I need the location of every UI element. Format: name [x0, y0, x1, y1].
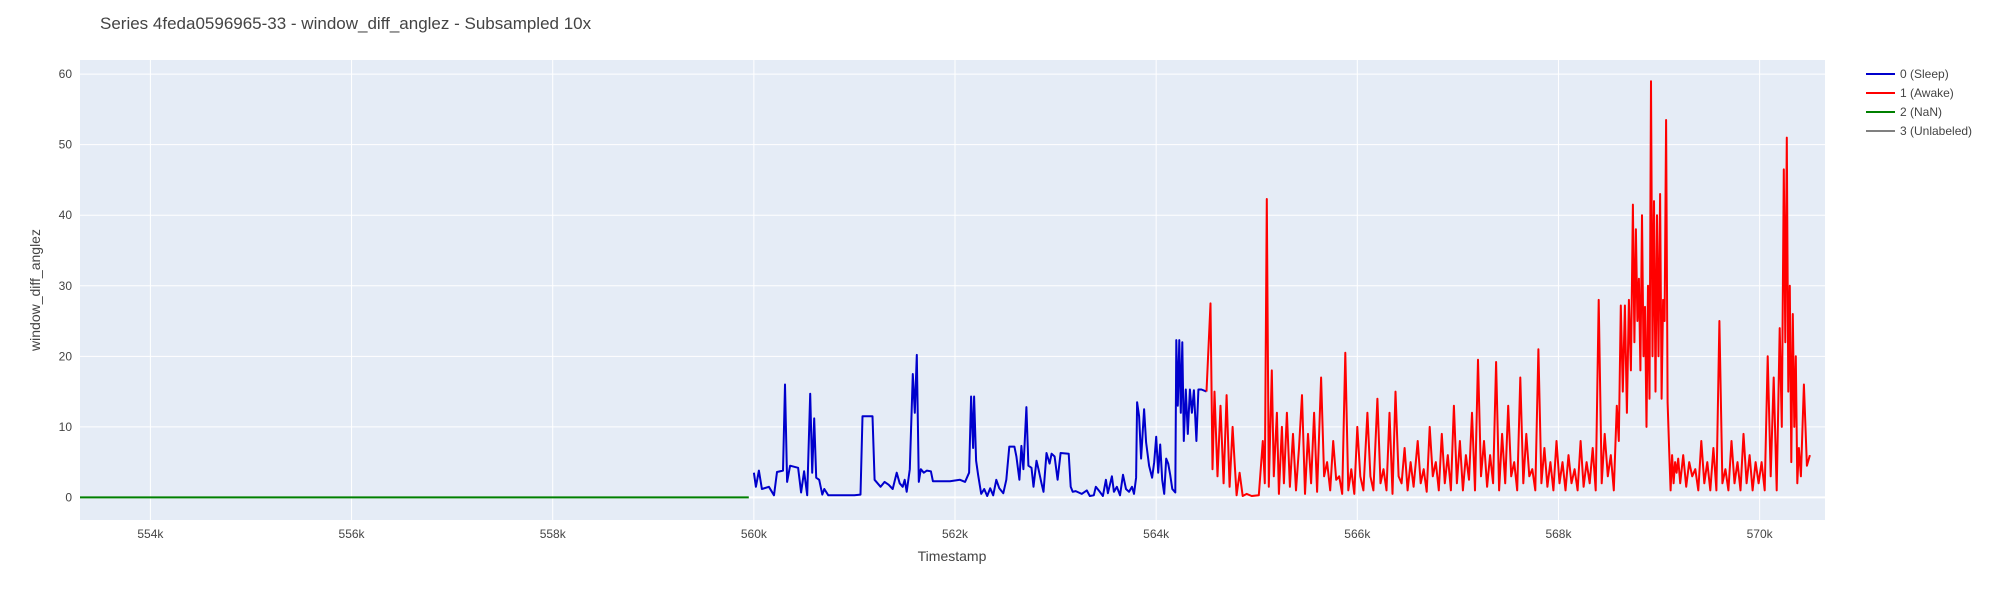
x-tick-label: 556k [339, 527, 366, 541]
series-lines [80, 80, 1811, 499]
legend-label: 3 (Unlabeled) [1900, 124, 1972, 138]
plot-area [80, 60, 1825, 520]
legend-item-0[interactable]: 0 (Sleep) [1866, 67, 1949, 81]
legend-label: 1 (Awake) [1900, 86, 1954, 100]
y-tick-label: 30 [59, 279, 73, 293]
x-axis-title: Timestamp [918, 548, 987, 564]
y-tick-label: 20 [59, 349, 73, 363]
x-tick-label: 562k [942, 527, 969, 541]
x-tick-label: 568k [1545, 527, 1572, 541]
legend-item-3[interactable]: 3 (Unlabeled) [1866, 124, 1972, 138]
x-tick-label: 558k [540, 527, 567, 541]
y-gridlines [80, 73, 1825, 499]
y-axis-title: window_diff_anglez [27, 229, 43, 352]
legend-label: 0 (Sleep) [1900, 67, 1949, 81]
series-line-1 [1205, 80, 1811, 497]
x-tick-label: 566k [1344, 527, 1371, 541]
y-tick-label: 50 [59, 138, 73, 152]
series-line-0 [752, 339, 1207, 497]
x-gridlines [149, 60, 1761, 520]
x-axis-ticks: 554k 556k 558k 560k 562k 564k 566k 568k 570k [137, 527, 1773, 541]
legend-label: 2 (NaN) [1900, 105, 1942, 119]
y-tick-label: 0 [65, 490, 72, 504]
y-tick-label: 40 [59, 208, 73, 222]
legend: 0 (Sleep) 1 (Awake) 2 (NaN) 3 (Unlabeled) [1866, 67, 1972, 138]
y-tick-label: 60 [59, 67, 73, 81]
x-tick-label: 570k [1747, 527, 1774, 541]
y-axis-ticks: 0 10 20 30 40 50 60 [59, 67, 73, 504]
x-tick-label: 564k [1143, 527, 1170, 541]
x-tick-label: 560k [741, 527, 768, 541]
legend-item-2[interactable]: 2 (NaN) [1866, 105, 1942, 119]
chart-title: Series 4feda0596965-33 - window_diff_ang… [100, 14, 592, 33]
y-tick-label: 10 [59, 420, 73, 434]
legend-item-1[interactable]: 1 (Awake) [1866, 86, 1954, 100]
x-tick-label: 554k [137, 527, 164, 541]
